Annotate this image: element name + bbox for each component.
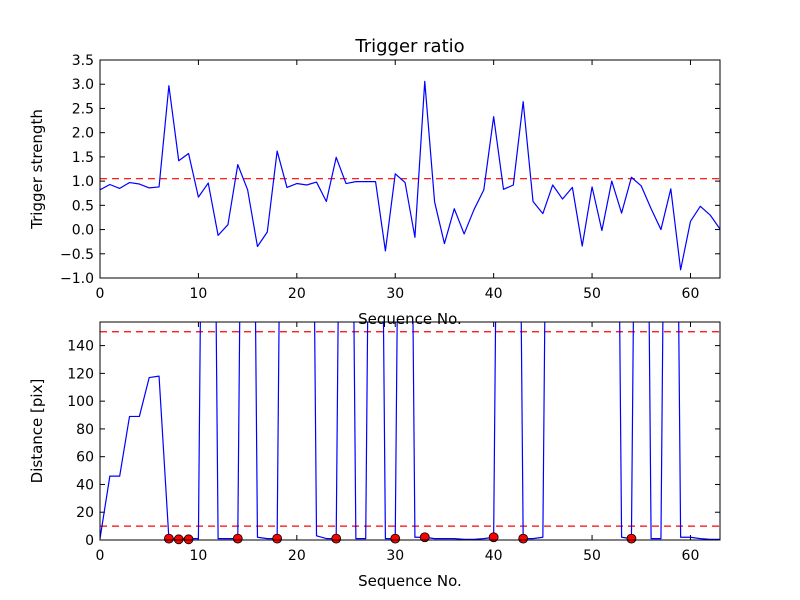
marker-point: [272, 533, 283, 544]
x-tick-label: 50: [583, 548, 601, 564]
marker-point: [173, 534, 184, 545]
tick-group: 0 10 20 30 40 50 60 −1.0 −0.5 0.0 0.5 1.0 1.5 2.0 2.5 3…: [60, 53, 720, 302]
x-axis-label: Sequence No.: [358, 572, 462, 590]
marker-point: [626, 533, 637, 544]
plot-area: [99, 59, 721, 279]
y-axis-label: Trigger strength: [28, 109, 46, 230]
series-line: [100, 80, 720, 271]
x-tick-label: 50: [583, 286, 601, 302]
distance-chart: Distance [pix] Sequence No. 0 10 20 30 40 50 6…: [28, 321, 721, 590]
x-tick-label: 10: [189, 548, 207, 564]
y-tick-label: 40: [76, 477, 94, 493]
tick-group: 0 10 20 30 40 50 60 0 20 40 60 80 100 120 140: [67, 322, 720, 564]
marker-point: [331, 533, 342, 544]
x-tick-label: 60: [682, 548, 700, 564]
y-tick-label: −1.0: [60, 271, 94, 287]
x-tick-label: 40: [485, 286, 503, 302]
y-tick-label: 1.0: [72, 174, 94, 190]
y-tick-label: 120: [67, 366, 94, 382]
marker-point: [419, 532, 430, 543]
trigger-ratio-chart: Trigger ratio Trigger strength Sequence …: [28, 36, 721, 328]
x-tick-label: 0: [96, 548, 105, 564]
y-tick-label: 60: [76, 450, 94, 466]
marker-point: [390, 533, 401, 544]
y-tick-label: 0.5: [72, 198, 94, 214]
marker-point: [488, 532, 499, 543]
axes-frame: [99, 59, 721, 279]
plot-area: [99, 321, 721, 545]
x-tick-label: 20: [288, 286, 306, 302]
y-tick-label: 3.0: [72, 77, 94, 93]
marker-point: [232, 533, 243, 544]
y-tick-label: 100: [67, 394, 94, 410]
marker-point: [183, 534, 194, 545]
y-tick-label: 20: [76, 505, 94, 521]
y-tick-label: 3.5: [72, 53, 94, 69]
y-tick-label: 1.5: [72, 150, 94, 166]
y-tick-label: 0: [85, 533, 94, 549]
y-tick-label: 0.0: [72, 223, 94, 239]
x-tick-label: 0: [96, 286, 105, 302]
x-axis-label: Sequence No.: [358, 310, 462, 328]
x-tick-label: 40: [485, 548, 503, 564]
marker-point: [163, 533, 174, 544]
x-tick-label: 60: [682, 286, 700, 302]
y-axis-label: Distance [pix]: [28, 379, 46, 484]
x-tick-label: 10: [189, 286, 207, 302]
y-tick-label: 2.0: [72, 126, 94, 142]
y-tick-label: −0.5: [60, 247, 94, 263]
axes-frame: [99, 321, 721, 541]
chart-title: Trigger ratio: [354, 36, 464, 57]
y-tick-label: 140: [67, 339, 94, 355]
y-tick-label: 80: [76, 422, 94, 438]
y-tick-label: 2.5: [72, 101, 94, 117]
x-tick-label: 30: [386, 548, 404, 564]
marker-point: [518, 533, 529, 544]
x-tick-label: 30: [386, 286, 404, 302]
x-tick-label: 20: [288, 548, 306, 564]
